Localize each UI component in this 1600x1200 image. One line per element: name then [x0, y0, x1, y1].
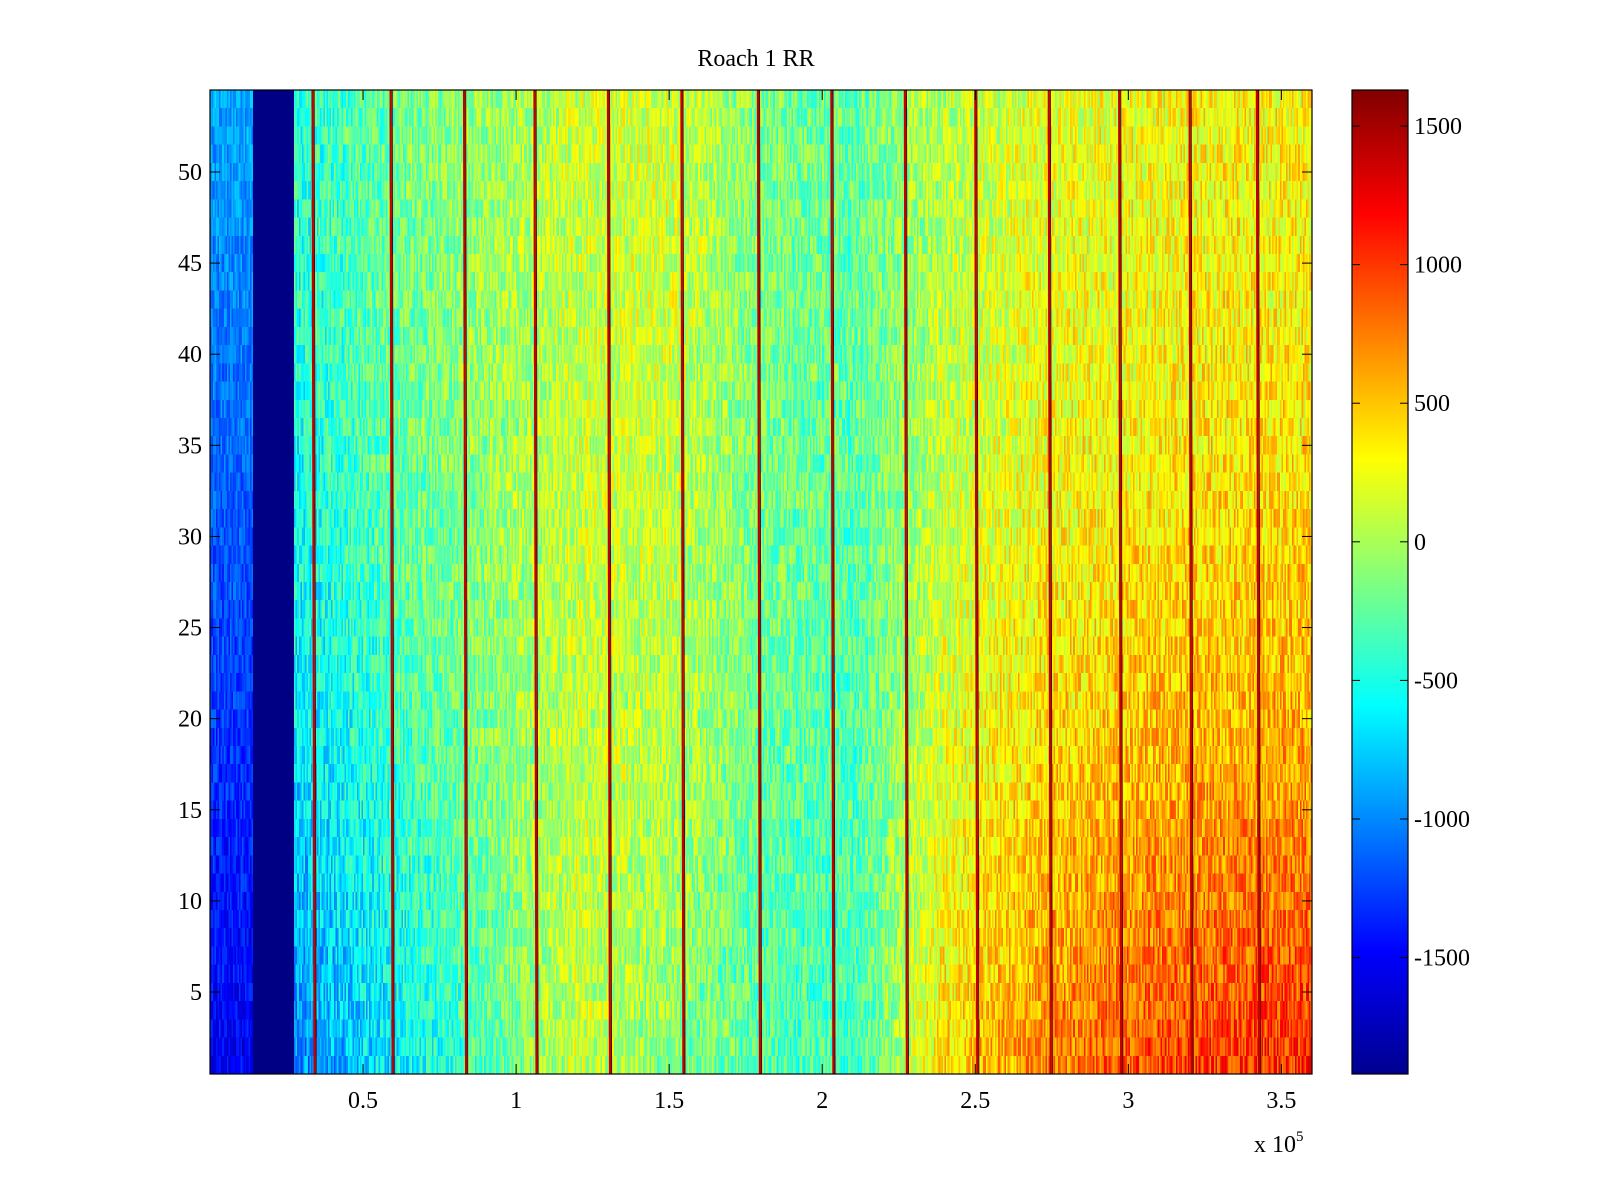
- x-tick-label: 0.5: [348, 1088, 378, 1114]
- chart-title: Roach 1 RR: [697, 46, 814, 72]
- vertical-line-shadow: [832, 90, 836, 1074]
- vertical-line-shadow: [465, 90, 469, 1074]
- y-tick-label: 45: [178, 251, 202, 277]
- colorbar-tick-label: -1000: [1414, 807, 1470, 833]
- colorbar-axis: 1500 1000 500 0 -500 -1000 -1500: [1352, 114, 1470, 972]
- vertical-line-shadow: [535, 90, 539, 1074]
- vertical-line-shadow: [1049, 90, 1053, 1074]
- colorbar-tick-label: -1500: [1414, 946, 1470, 972]
- x-multiplier-exponent: 5: [1296, 1129, 1304, 1145]
- y-tick-label: 15: [178, 798, 202, 824]
- plot-frame: [209, 89, 1313, 1075]
- vertical-line-shadow: [313, 90, 317, 1074]
- y-tick-label: 40: [178, 342, 202, 368]
- vertical-line-shadow: [682, 90, 686, 1074]
- vertical-line-shadow: [391, 90, 395, 1074]
- x-tick-label: 2.5: [960, 1088, 990, 1114]
- vertical-line: [830, 90, 835, 1074]
- x-tick-label: 3: [1122, 1088, 1134, 1114]
- vertical-line: [1118, 90, 1123, 1074]
- x-axis: 0.5 1 1.5 2 2.5 3 3.5: [348, 90, 1296, 1114]
- vertical-line: [903, 90, 908, 1074]
- vertical-line-shadow: [1120, 90, 1124, 1074]
- vertical-line: [462, 90, 468, 1074]
- vertical-line: [974, 90, 979, 1074]
- y-tick-label: 35: [178, 433, 202, 459]
- y-tick-label: 30: [178, 524, 202, 550]
- x-multiplier: x 105: [1254, 1129, 1304, 1158]
- vertical-line: [1047, 90, 1052, 1074]
- y-axis: 5 10 15 20 25 30 35 40 45 50: [178, 160, 1312, 1006]
- vertical-line-shadow: [609, 90, 613, 1074]
- colorbar-tick-label: -500: [1414, 668, 1458, 694]
- y-tick-label: 50: [178, 160, 202, 186]
- x-tick-label: 1: [510, 1088, 522, 1114]
- colorbar-tick-label: 0: [1414, 530, 1426, 556]
- vertical-line-group: [311, 90, 1261, 1074]
- vertical-line: [389, 90, 394, 1074]
- x-multiplier-base: x 10: [1254, 1132, 1296, 1158]
- colorbar-tick-label: 1500: [1414, 114, 1462, 140]
- vertical-line: [606, 90, 612, 1074]
- y-tick-label: 25: [178, 616, 202, 642]
- vertical-line: [1255, 90, 1261, 1074]
- x-tick-label: 3.5: [1266, 1088, 1296, 1114]
- x-tick-label: 1.5: [654, 1088, 684, 1114]
- vertical-line-shadow: [976, 90, 980, 1074]
- colorbar-tick-label: 1000: [1414, 253, 1462, 279]
- colorbar: [1351, 89, 1409, 1075]
- heatmap-canvas: [210, 90, 1312, 1074]
- x-tick-label: 2: [816, 1088, 828, 1114]
- vertical-line-shadow: [759, 90, 763, 1074]
- colorbar-tick-label: 500: [1414, 391, 1450, 417]
- vertical-line: [533, 90, 538, 1074]
- vertical-line: [756, 90, 762, 1074]
- y-tick-label: 5: [190, 980, 202, 1006]
- vertical-line: [680, 90, 685, 1074]
- y-tick-label: 10: [178, 889, 202, 915]
- vertical-line: [311, 90, 316, 1074]
- vertical-line-shadow: [1190, 90, 1194, 1074]
- y-tick-label: 20: [178, 707, 202, 733]
- vertical-line: [1188, 90, 1193, 1074]
- vertical-line-shadow: [1258, 90, 1261, 1074]
- vertical-line-shadow: [905, 90, 909, 1074]
